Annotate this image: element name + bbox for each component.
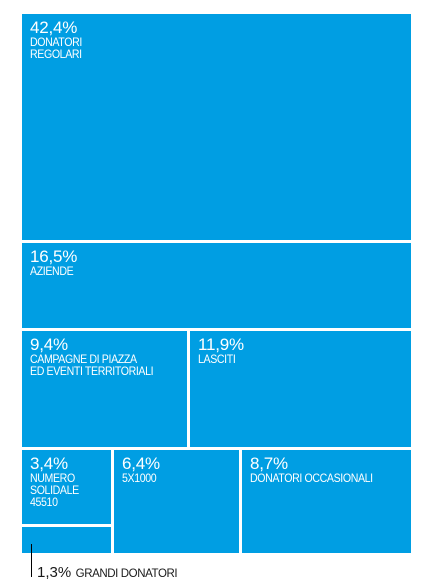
- tile-campagne: 9,4% CAMPAGNE DI PIAZZA ED EVENTI TERRIT…: [22, 331, 187, 447]
- value-label: 11,9%: [198, 335, 244, 354]
- category-label: 5X1000: [122, 473, 157, 485]
- category-label: GRANDI DONATORI: [75, 568, 178, 580]
- category-label: DONATORI REGOLARI: [30, 37, 82, 61]
- tile-grandi-donatori: [22, 527, 111, 553]
- callout-line: [31, 544, 32, 577]
- category-label: LASCITI: [198, 354, 236, 366]
- value-label: 3,4%: [30, 454, 68, 473]
- callout-grandi-donatori: 1,3% GRANDI DONATORI: [37, 564, 178, 582]
- value-label: 8,7%: [250, 454, 288, 473]
- tile-aziende: 16,5% AZIENDE: [22, 243, 411, 328]
- tile-5x1000: 6,4% 5X1000: [114, 450, 239, 553]
- category-label: AZIENDE: [30, 266, 74, 278]
- value-label: 42,4%: [30, 18, 78, 37]
- category-label: NUMERO SOLIDALE 45510: [30, 473, 79, 509]
- tile-donatori-occasionali: 8,7% DONATORI OCCASIONALI: [242, 450, 411, 553]
- value-label: 1,3%: [37, 564, 72, 581]
- tile-lasciti: 11,9% LASCITI: [190, 331, 411, 447]
- tile-donatori-regolari: 42,4% DONATORI REGOLARI: [22, 14, 411, 240]
- value-label: 16,5%: [30, 247, 78, 266]
- category-label: CAMPAGNE DI PIAZZA ED EVENTI TERRITORIAL…: [30, 354, 154, 378]
- tile-numero-solidale: 3,4% NUMERO SOLIDALE 45510: [22, 450, 111, 524]
- value-label: 6,4%: [122, 454, 160, 473]
- value-label: 9,4%: [30, 335, 68, 354]
- category-label: DONATORI OCCASIONALI: [250, 473, 373, 485]
